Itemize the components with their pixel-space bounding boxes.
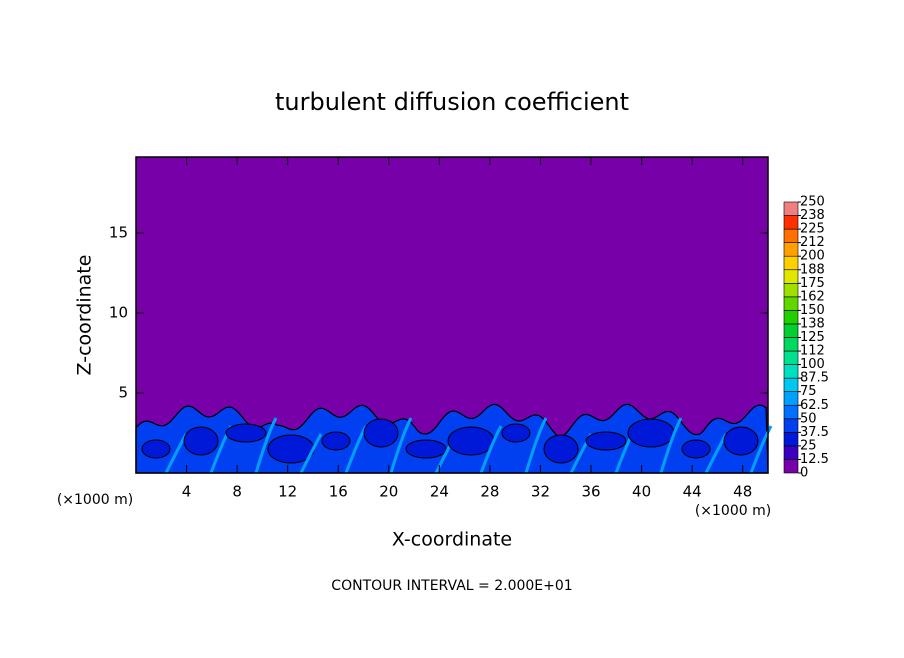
eddy-streak [749,425,773,474]
eddy [501,423,531,443]
y-tick-label: 5 [118,384,128,402]
colorbar-level [783,350,799,365]
x-tick-label: 4 [182,483,192,501]
y-unit: (×1000 m) [57,492,133,508]
x-tick-label: 12 [278,483,297,501]
colorbar-level [783,445,799,460]
x-tick-label: 40 [632,483,651,501]
colorbar-label: 112 [800,344,825,359]
y-tick-label: 10 [109,304,128,322]
colorbar-label: 37.5 [800,425,829,440]
colorbar-label: 225 [800,222,825,237]
colorbar-label: 87.5 [800,371,829,386]
colorbar-label: 200 [800,249,825,264]
colorbar-level [783,201,799,216]
eddy [141,439,171,459]
colorbar-label: 150 [800,303,825,318]
eddy [627,418,675,448]
eddy [363,418,399,448]
x-tick-label: 24 [430,483,449,501]
eddy-streak [479,425,503,474]
colorbar-level [783,269,799,284]
eddy [225,423,267,443]
x-tick-label: 8 [232,483,242,501]
colorbar-level [783,391,799,406]
colorbar-label: 50 [800,411,817,426]
x-tick-label: 44 [683,483,702,501]
colorbar-level [783,296,799,311]
colorbar-level [783,459,799,474]
colorbar-label: 238 [800,208,825,223]
eddy-streak [254,417,278,474]
colorbar-level [783,432,799,447]
x-tick-label: 28 [480,483,499,501]
colorbar-level [783,418,799,433]
x-tick-label: 32 [531,483,550,501]
colorbar-label: 75 [800,384,817,399]
x-tick-label: 36 [581,483,600,501]
colorbar-level [783,228,799,243]
colorbar-label: 0 [800,466,808,481]
colorbar-label: 250 [800,195,825,210]
x-tick-label: 20 [379,483,398,501]
plot-frame [135,156,769,474]
colorbar-level [783,242,799,257]
colorbar-level [783,215,799,230]
colorbar-label: 25 [800,438,817,453]
colorbar-label: 175 [800,276,825,291]
chart-title: turbulent diffusion coefficient [275,88,629,116]
colorbar-level [783,323,799,338]
colorbar-level [783,364,799,379]
x-axis-label: X-coordinate [392,529,512,551]
eddy [585,431,627,451]
eddy [183,426,219,456]
colorbar-level [783,282,799,298]
colorbar-level [783,404,799,420]
eddy [681,439,711,459]
eddy-streak [524,417,548,474]
colorbar-level [783,337,799,352]
colorbar-label: 138 [800,316,825,331]
colorbar-level [783,310,799,325]
eddy [447,426,495,456]
eddy-streak [299,433,323,474]
colorbar-label: 100 [800,357,825,372]
colorbar-label: 125 [800,330,825,345]
eddy [321,431,351,451]
x-unit: (×1000 m) [695,503,771,519]
x-tick-label: 16 [329,483,348,501]
eddy [405,439,447,459]
colorbar-label: 162 [800,289,825,304]
y-axis-label: Z-coordinate [74,255,96,376]
colorbar-label: 12.5 [800,452,829,467]
colorbar-label: 212 [800,235,825,250]
eddy-streak [659,417,683,474]
x-tick-label: 48 [733,483,752,501]
colorbar-label: 188 [800,262,825,277]
eddy-streak [389,417,413,474]
colorbar-level [783,255,799,271]
eddy [723,426,759,456]
colorbar-label: 62.5 [800,398,829,413]
y-tick-label: 15 [109,224,128,242]
colorbar-level [783,377,799,392]
annotation: CONTOUR INTERVAL = 2.000E+01 [331,578,572,594]
eddy [543,434,579,464]
